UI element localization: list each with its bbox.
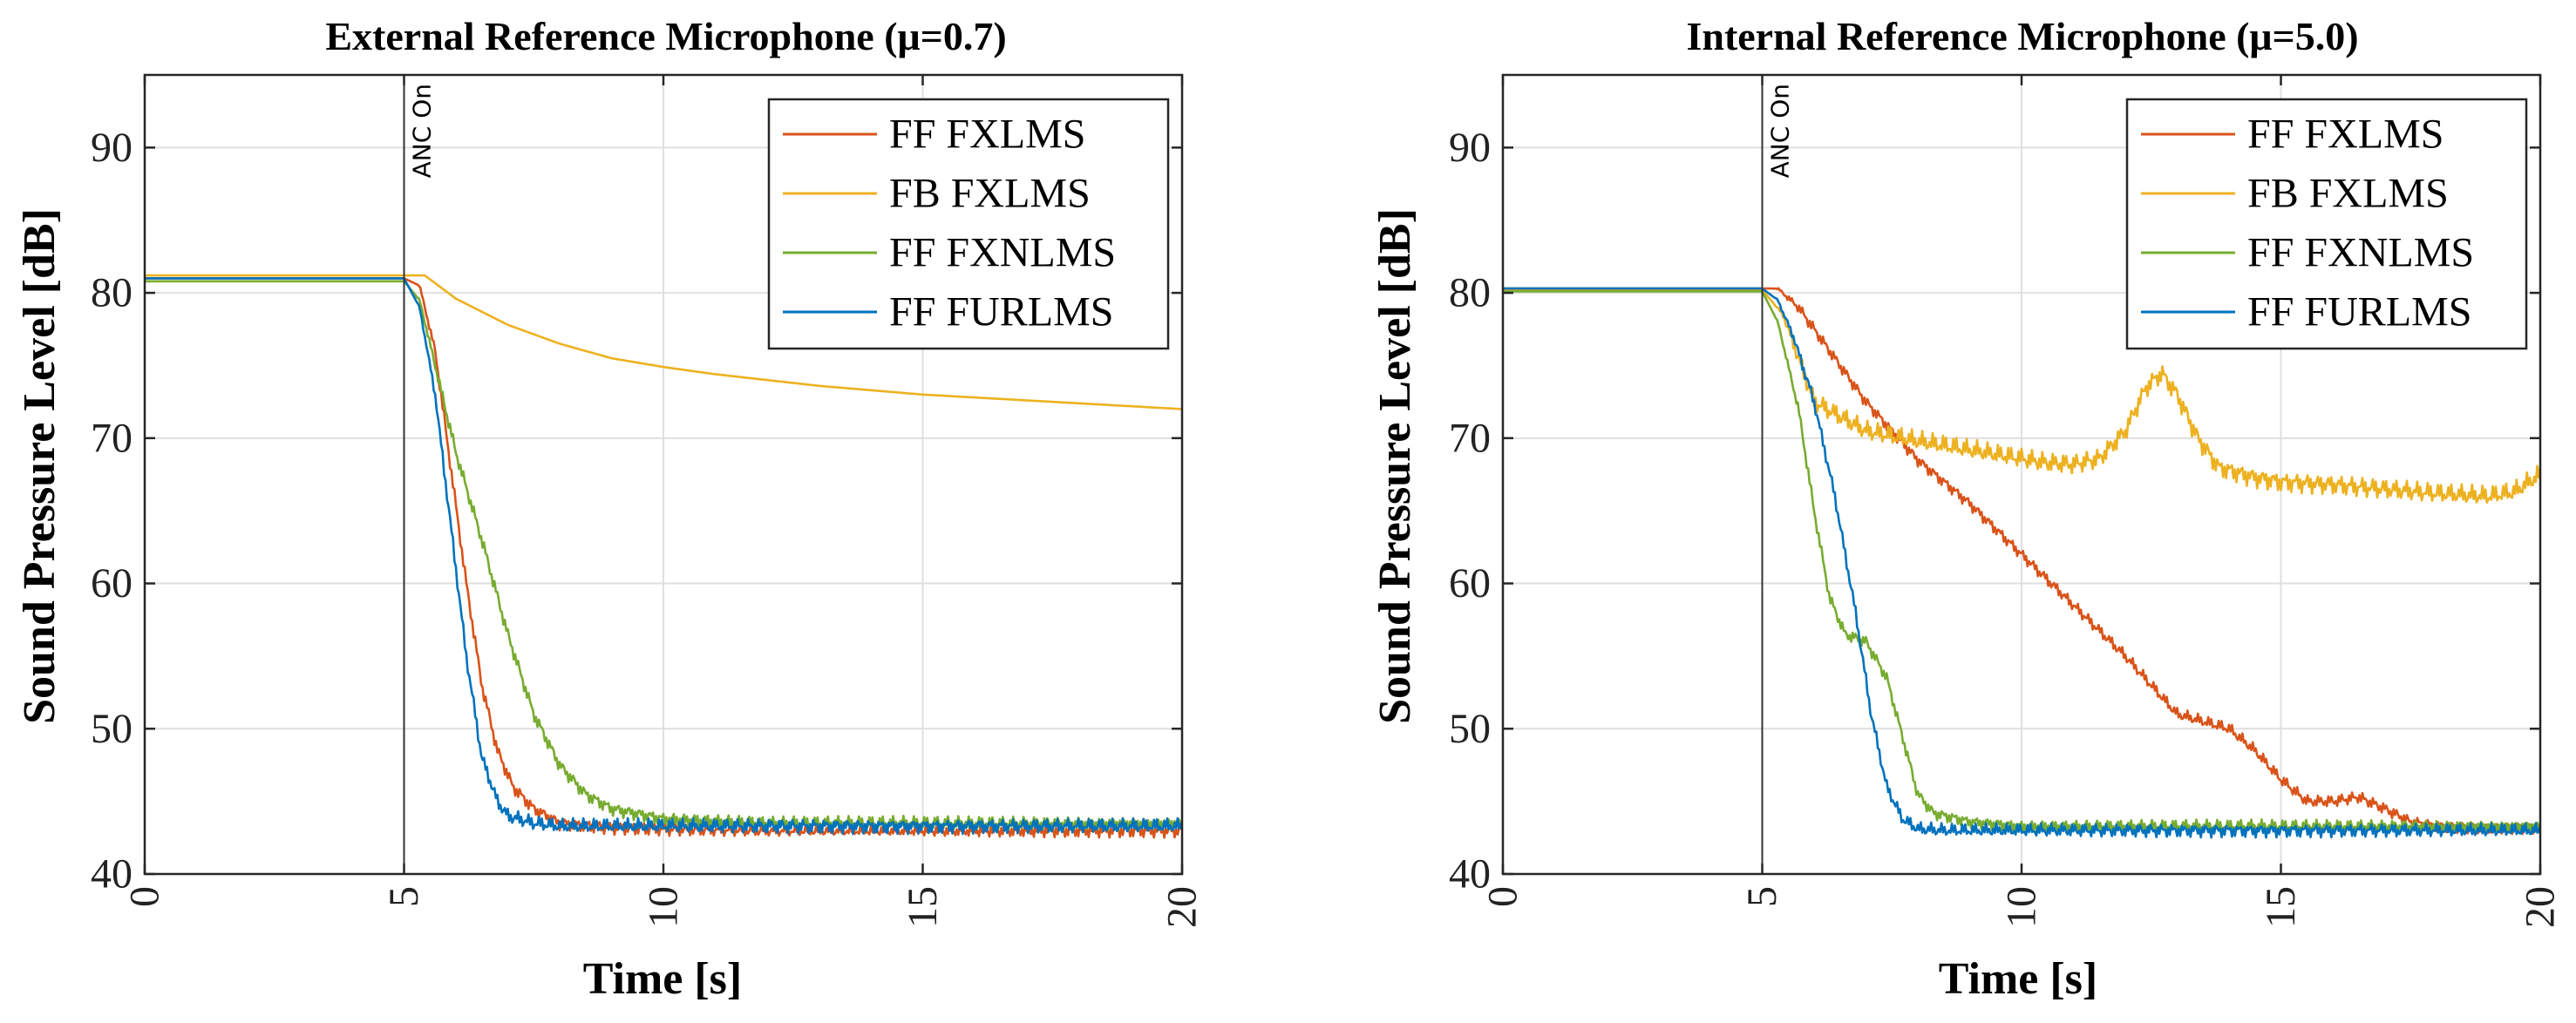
series-line-fb-fxlms <box>1503 288 2542 505</box>
legend-entry-ff-fxnlms: FF FXNLMS <box>783 230 1116 276</box>
x-tick-label: 5 <box>1739 886 1785 907</box>
x-tick-label: 0 <box>1480 886 1526 907</box>
x-tick-label: 15 <box>900 886 946 928</box>
y-tick-label: 90 <box>1449 125 1491 171</box>
y-tick-label: 60 <box>91 560 133 606</box>
legend-entry-ff-fxlms: FF FXLMS <box>2141 112 2443 158</box>
anc-on-annotation: ANC On <box>1766 84 1795 178</box>
x-tick-label: 0 <box>122 886 168 907</box>
y-tick-label: 50 <box>1449 706 1491 752</box>
x-axis-label: Time [s] <box>1939 954 2097 1004</box>
axis-ticks: 0 5 10 15 20 40 50 60 70 80 90 <box>1449 75 2564 928</box>
y-tick-label: 70 <box>1449 415 1491 461</box>
legend-entry-ff-furlms: FF FURLMS <box>2141 289 2471 335</box>
chart-title: External Reference Microphone (μ=0.7) <box>325 14 1006 58</box>
series-line-ff-furlms <box>1503 287 2542 839</box>
legend-entry-ff-fxlms: FF FXLMS <box>783 112 1085 158</box>
legend-label: FF FXLMS <box>889 112 1085 158</box>
x-tick-label: 5 <box>381 886 427 907</box>
legend-entry-ff-furlms: FF FURLMS <box>783 289 1113 335</box>
series-line-ff-furlms <box>145 277 1184 836</box>
y-tick-label: 70 <box>91 415 133 461</box>
y-tick-label: 40 <box>91 851 133 898</box>
anc-on-annotation: ANC On <box>408 84 437 178</box>
legend: FF FXLMS FB FXLMS FF FXNLMS FF FURLMS <box>2125 98 2528 350</box>
legend-label: FB FXLMS <box>889 171 1091 217</box>
y-tick-label: 80 <box>91 270 133 316</box>
chart-internal-reference: Internal Reference Microphone (μ=5.0) So… <box>1370 14 2564 1004</box>
y-axis-label: Sound Pressure Level [dB] <box>15 208 65 724</box>
x-tick-label: 20 <box>1159 886 1206 928</box>
legend-entry-ff-fxnlms: FF FXNLMS <box>2141 230 2474 276</box>
legend-box <box>767 98 1170 350</box>
series-lines <box>145 274 1184 839</box>
y-tick-label: 60 <box>1449 560 1491 606</box>
series-lines <box>1503 287 2542 839</box>
y-tick-label: 80 <box>1449 270 1491 316</box>
x-tick-label: 10 <box>1999 886 2045 928</box>
axis-ticks: 0 5 10 15 20 40 50 60 70 80 90 <box>91 75 1206 928</box>
chart-title: Internal Reference Microphone (μ=5.0) <box>1686 14 2358 58</box>
x-tick-label: 10 <box>641 886 687 928</box>
y-tick-label: 40 <box>1449 851 1491 898</box>
legend-label: FF FURLMS <box>2247 289 2471 335</box>
legend-entry-fb-fxlms: FB FXLMS <box>783 171 1091 217</box>
x-tick-label: 20 <box>2518 886 2564 928</box>
y-axis-label: Sound Pressure Level [dB] <box>1370 208 1420 724</box>
series-line-ff-fxnlms <box>1503 290 2542 834</box>
legend-label: FB FXLMS <box>2247 171 2449 217</box>
legend-label: FF FXNLMS <box>889 230 1116 276</box>
y-tick-label: 90 <box>91 125 133 171</box>
legend-entry-fb-fxlms: FB FXLMS <box>2141 171 2449 217</box>
series-line-fb-fxlms <box>145 274 1183 410</box>
legend-box <box>2125 98 2528 350</box>
legend-label: FF FURLMS <box>889 289 1113 335</box>
y-tick-label: 50 <box>91 706 133 752</box>
x-tick-label: 15 <box>2258 886 2304 928</box>
legend-label: FF FXNLMS <box>2247 230 2474 276</box>
legend-label: FF FXLMS <box>2247 112 2443 158</box>
legend: FF FXLMS FB FXLMS FF FXNLMS FF FURLMS <box>767 98 1170 350</box>
chart-external-reference: External Reference Microphone (μ=0.7) So… <box>15 14 1206 1004</box>
x-axis-label: Time [s] <box>583 954 742 1004</box>
